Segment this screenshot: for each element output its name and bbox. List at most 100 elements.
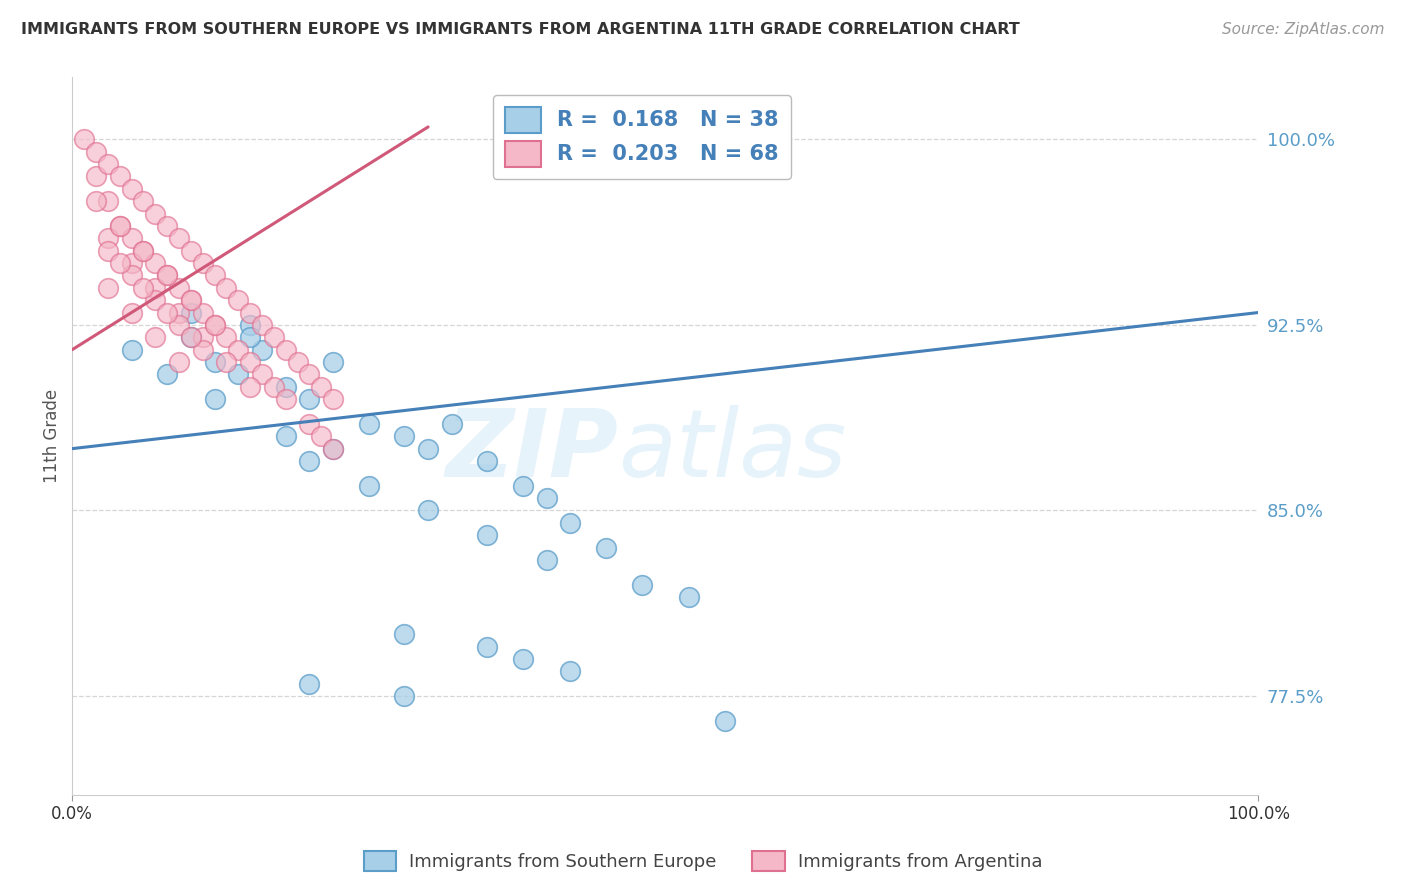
Point — [512, 652, 534, 666]
Point — [108, 219, 131, 233]
Point — [204, 268, 226, 283]
Point — [298, 676, 321, 690]
Point — [156, 305, 179, 319]
Point — [84, 194, 107, 209]
Point — [180, 293, 202, 307]
Point — [440, 417, 463, 431]
Point — [121, 343, 143, 357]
Point — [73, 132, 96, 146]
Legend: Immigrants from Southern Europe, Immigrants from Argentina: Immigrants from Southern Europe, Immigra… — [357, 844, 1049, 879]
Point — [477, 454, 499, 468]
Point — [595, 541, 617, 555]
Point — [298, 454, 321, 468]
Point — [322, 392, 344, 406]
Point — [226, 368, 249, 382]
Point — [357, 479, 380, 493]
Text: Source: ZipAtlas.com: Source: ZipAtlas.com — [1222, 22, 1385, 37]
Point — [239, 380, 262, 394]
Point — [143, 206, 166, 220]
Point — [156, 268, 179, 283]
Point — [298, 417, 321, 431]
Point — [357, 417, 380, 431]
Point — [121, 256, 143, 270]
Point — [121, 231, 143, 245]
Point — [250, 343, 273, 357]
Point — [167, 305, 190, 319]
Legend: R =  0.168   N = 38, R =  0.203   N = 68: R = 0.168 N = 38, R = 0.203 N = 68 — [492, 95, 790, 178]
Point — [311, 429, 333, 443]
Point — [121, 268, 143, 283]
Point — [108, 219, 131, 233]
Point — [204, 392, 226, 406]
Point — [536, 553, 558, 567]
Point — [180, 244, 202, 258]
Point — [156, 219, 179, 233]
Text: IMMIGRANTS FROM SOUTHERN EUROPE VS IMMIGRANTS FROM ARGENTINA 11TH GRADE CORRELAT: IMMIGRANTS FROM SOUTHERN EUROPE VS IMMIG… — [21, 22, 1019, 37]
Point — [108, 256, 131, 270]
Point — [143, 330, 166, 344]
Point — [416, 442, 439, 456]
Point — [322, 355, 344, 369]
Point — [311, 380, 333, 394]
Point — [167, 281, 190, 295]
Point — [239, 355, 262, 369]
Point — [560, 665, 582, 679]
Point — [132, 281, 155, 295]
Point — [416, 503, 439, 517]
Point — [263, 330, 285, 344]
Point — [204, 318, 226, 332]
Text: ZIP: ZIP — [446, 405, 617, 497]
Point — [250, 368, 273, 382]
Point — [226, 293, 249, 307]
Point — [121, 305, 143, 319]
Point — [180, 330, 202, 344]
Point — [274, 343, 297, 357]
Point — [536, 491, 558, 505]
Point — [298, 368, 321, 382]
Point — [250, 318, 273, 332]
Point — [226, 343, 249, 357]
Point — [97, 244, 120, 258]
Point — [167, 318, 190, 332]
Point — [274, 429, 297, 443]
Point — [180, 305, 202, 319]
Point — [97, 157, 120, 171]
Point — [156, 368, 179, 382]
Point — [84, 145, 107, 159]
Point — [143, 293, 166, 307]
Point — [630, 578, 652, 592]
Point — [180, 293, 202, 307]
Point — [167, 231, 190, 245]
Point — [84, 169, 107, 184]
Point — [156, 268, 179, 283]
Point — [191, 343, 214, 357]
Point — [191, 305, 214, 319]
Point — [97, 231, 120, 245]
Point — [477, 528, 499, 542]
Point — [143, 256, 166, 270]
Point — [394, 689, 416, 703]
Text: atlas: atlas — [617, 405, 846, 496]
Point — [97, 281, 120, 295]
Point — [322, 442, 344, 456]
Point — [180, 330, 202, 344]
Point — [215, 330, 238, 344]
Point — [121, 182, 143, 196]
Point — [713, 714, 735, 728]
Point — [215, 355, 238, 369]
Point — [287, 355, 309, 369]
Point — [322, 442, 344, 456]
Point — [132, 194, 155, 209]
Point — [298, 392, 321, 406]
Point — [215, 281, 238, 295]
Point — [263, 380, 285, 394]
Point — [108, 169, 131, 184]
Point — [167, 355, 190, 369]
Point — [132, 244, 155, 258]
Point — [239, 305, 262, 319]
Point — [239, 330, 262, 344]
Point — [394, 627, 416, 641]
Point — [274, 392, 297, 406]
Point — [512, 479, 534, 493]
Point — [132, 244, 155, 258]
